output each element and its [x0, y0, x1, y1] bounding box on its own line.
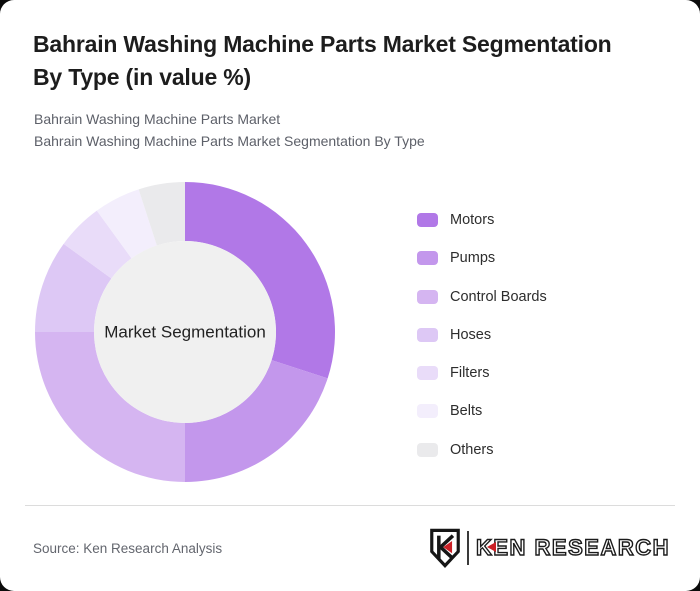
source-text: Source: Ken Research Analysis: [33, 540, 223, 556]
legend-swatch-icon: [417, 442, 438, 457]
ken-research-shield-icon: [430, 528, 460, 568]
legend-label: Motors: [450, 212, 495, 228]
donut-segment-filters[interactable]: [63, 210, 132, 279]
footer-divider: [25, 505, 675, 506]
legend-item-motors[interactable]: Motors: [417, 213, 547, 227]
legend-item-others[interactable]: Others: [417, 443, 547, 457]
legend-swatch-icon: [417, 404, 438, 419]
page-title-line-1: Bahrain Washing Machine Parts Market Seg…: [33, 31, 612, 57]
legend-swatch-icon: [417, 366, 438, 381]
legend-label: Others: [450, 441, 494, 458]
legend-swatch-icon: [417, 251, 438, 266]
chart-subtitle: Bahrain Washing Machine Parts Market Bah…: [34, 109, 674, 152]
legend-item-pumps[interactable]: Pumps: [417, 250, 547, 267]
ken-research-logo[interactable]: KEN RESEARCH: [430, 528, 670, 568]
subtitle-line-2: Bahrain Washing Machine Parts Market Seg…: [34, 132, 425, 149]
legend-item-filters[interactable]: Filters: [417, 366, 547, 380]
donut-segment-control-boards[interactable]: [35, 332, 185, 482]
donut-segment-belts[interactable]: [96, 189, 157, 259]
page-title: Bahrain Washing Machine Parts Market Seg…: [33, 28, 678, 93]
legend: Motors Pumps Control Boards Hoses Filter…: [417, 213, 547, 457]
donut-segment-pumps[interactable]: [185, 360, 328, 483]
legend-swatch-icon: [417, 289, 438, 304]
donut-center-label: Market Segmentation: [104, 323, 266, 342]
page-title-line-2: By Type (in value %): [33, 63, 251, 90]
subtitle-line-1: Bahrain Washing Machine Parts Market: [34, 111, 281, 127]
legend-label: Filters: [450, 365, 490, 382]
legend-label: Belts: [450, 403, 483, 420]
donut-segment-motors[interactable]: [185, 182, 335, 379]
donut-chart-container: Market Segmentation: [20, 167, 350, 497]
logo-divider-bar: [466, 531, 469, 565]
legend-item-control-boards[interactable]: Control Boards: [417, 288, 547, 305]
logo-red-triangle-icon: [486, 542, 496, 552]
donut-hole: [94, 241, 276, 423]
legend-label: Control Boards: [450, 288, 547, 305]
donut-chart: Market Segmentation: [35, 182, 335, 483]
donut-segment-hoses[interactable]: [35, 243, 112, 332]
legend-label: Pumps: [450, 250, 496, 267]
legend-item-belts[interactable]: Belts: [417, 403, 547, 420]
logo-text: KEN RESEARCH: [475, 534, 670, 560]
donut-segment-others[interactable]: [138, 182, 185, 246]
legend-item-hoses[interactable]: Hoses: [417, 328, 547, 342]
legend-swatch-icon: [417, 213, 438, 227]
footer: Source: Ken Research Analysis KEN RESEAR…: [33, 525, 670, 571]
legend-swatch-icon: [417, 327, 438, 342]
legend-label: Hoses: [450, 326, 492, 343]
